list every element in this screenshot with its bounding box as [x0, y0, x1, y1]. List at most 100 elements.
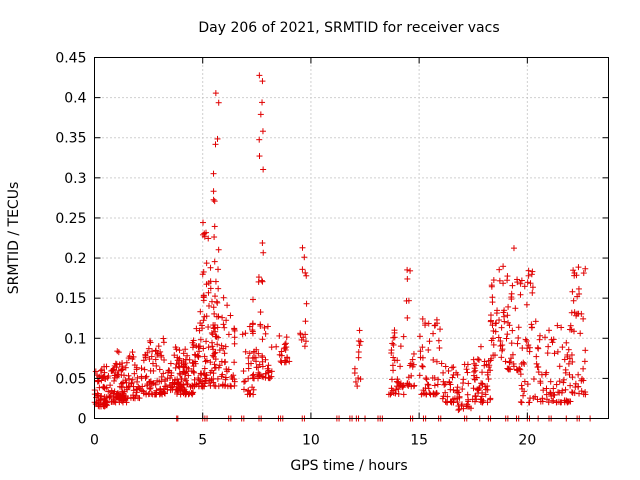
data-point [560, 379, 567, 386]
y-axis-label: SRMTID / TECUs [6, 182, 22, 295]
data-point [212, 141, 219, 148]
data-point [113, 361, 120, 368]
data-point [154, 350, 161, 357]
data-point [470, 385, 477, 392]
data-point [148, 390, 155, 397]
data-point [417, 354, 424, 361]
data-point [449, 374, 456, 381]
data-point [203, 338, 210, 345]
data-point [388, 376, 395, 383]
data-point [496, 266, 503, 273]
data-point [123, 399, 130, 406]
data-point [105, 373, 112, 380]
data-point [210, 170, 217, 177]
data-point [575, 264, 582, 271]
data-point [351, 365, 358, 372]
data-point [581, 358, 588, 365]
data-point [138, 365, 145, 372]
data-point [103, 363, 110, 370]
data-point [212, 333, 219, 340]
data-point [105, 388, 112, 395]
data-point [120, 392, 127, 399]
data-point [524, 279, 531, 286]
data-point [514, 367, 521, 374]
data-point [110, 366, 117, 373]
data-point [240, 368, 247, 375]
data-point [220, 321, 227, 328]
data-point [176, 370, 183, 377]
data-point [493, 310, 500, 317]
data-point [249, 372, 256, 379]
data-point [515, 324, 522, 331]
data-point [257, 309, 264, 316]
data-point [147, 385, 154, 392]
data-point [496, 317, 503, 324]
data-point [107, 392, 114, 399]
data-point [485, 376, 492, 383]
data-point [556, 363, 563, 370]
data-point [388, 350, 395, 357]
data-point [566, 355, 573, 362]
data-point [180, 384, 187, 391]
data-point [439, 395, 446, 402]
data-point [498, 347, 505, 354]
data-point [203, 372, 210, 379]
data-point [267, 375, 274, 382]
data-point [478, 393, 485, 400]
data-point [526, 399, 533, 406]
data-point [203, 357, 210, 364]
data-point [215, 266, 222, 273]
data-point [215, 285, 222, 292]
x-tick-label: 0 [90, 433, 99, 449]
data-point [463, 366, 470, 373]
data-point [389, 340, 396, 347]
data-point [144, 349, 151, 356]
data-point [472, 398, 479, 405]
data-point [475, 357, 482, 364]
data-point [355, 348, 362, 355]
data-point [197, 320, 204, 327]
data-point [146, 356, 153, 363]
data-point [397, 343, 404, 350]
data-point [231, 326, 238, 333]
data-point [115, 395, 122, 402]
data-point [262, 330, 269, 337]
data-point [278, 352, 285, 359]
data-point [498, 354, 505, 361]
data-point [145, 345, 152, 352]
data-point [212, 293, 219, 300]
data-point [211, 324, 218, 331]
data-point [464, 391, 471, 398]
data-point [427, 391, 434, 398]
data-point [569, 288, 576, 295]
data-point [356, 342, 363, 349]
data-point [149, 360, 156, 367]
data-point [150, 367, 157, 374]
data-point [301, 343, 308, 350]
data-point [397, 363, 404, 370]
data-point [444, 399, 451, 406]
data-point [196, 343, 203, 350]
data-point [109, 367, 116, 374]
data-point [175, 379, 182, 386]
data-point [177, 371, 184, 378]
data-point [215, 364, 222, 371]
data-point [212, 278, 219, 285]
data-point [419, 315, 426, 322]
data-point [210, 379, 217, 386]
data-point [504, 331, 511, 338]
data-point [157, 386, 164, 393]
data-point [499, 342, 506, 349]
data-point [518, 277, 525, 284]
data-point [509, 282, 516, 289]
data-point [182, 390, 189, 397]
data-point [200, 317, 207, 324]
data-point [281, 341, 288, 348]
data-point [535, 363, 542, 370]
data-point [220, 294, 227, 301]
data-point [523, 337, 530, 344]
data-point [567, 322, 574, 329]
data-point [185, 372, 192, 379]
data-point [561, 399, 568, 406]
data-point [302, 318, 309, 325]
